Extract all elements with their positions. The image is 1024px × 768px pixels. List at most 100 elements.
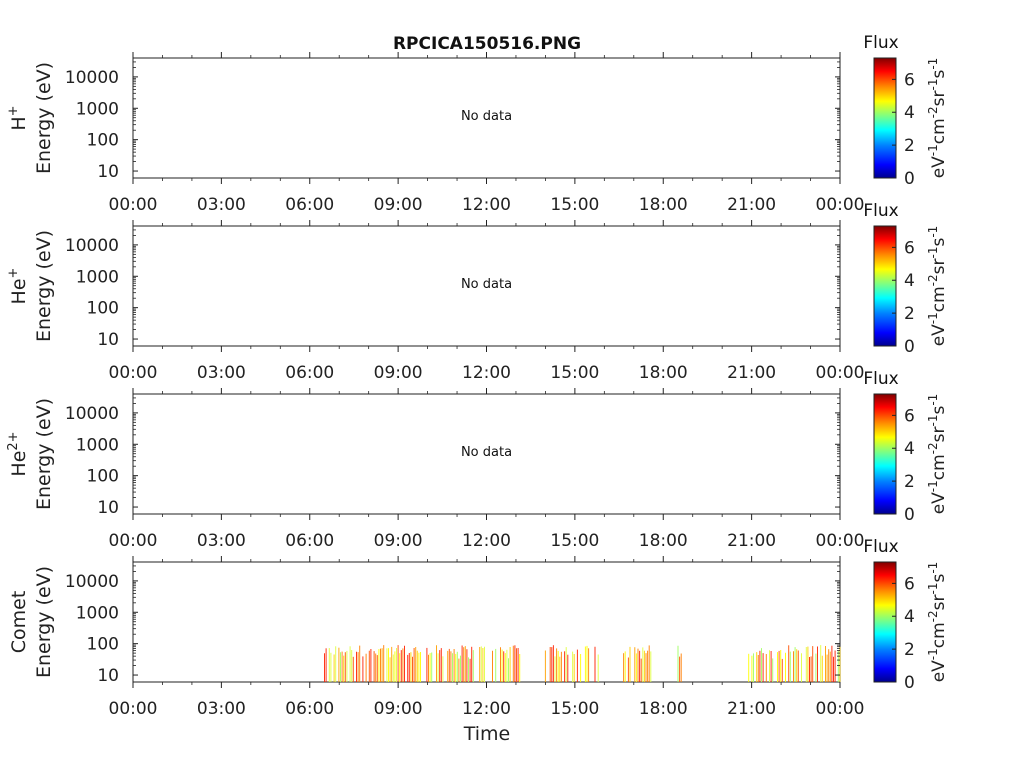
x-tick-label: 18:00: [639, 699, 688, 719]
y-tick-label: 100: [87, 131, 119, 151]
x-tick-label: 18:00: [639, 531, 688, 551]
energy-axis-label: Energy (eV): [33, 62, 55, 174]
y-tick-label: 10000: [65, 236, 119, 256]
colorbar-tick-label: 0: [904, 673, 915, 693]
x-tick-label: 15:00: [550, 531, 599, 551]
x-tick-label: 15:00: [550, 699, 599, 719]
no-data-label: No data: [461, 445, 512, 460]
x-axis-label: Time: [463, 723, 511, 745]
x-tick-label: 00:00: [816, 363, 865, 383]
x-tick-label: 12:00: [462, 363, 511, 383]
colorbar-unit: eV-1​cm-2​sr-1​s-1​: [926, 58, 949, 179]
species-label: He+: [6, 268, 30, 305]
y-tick-label: 10: [97, 162, 119, 182]
colorbar-unit: eV-1​cm-2​sr-1​s-1​: [926, 562, 949, 683]
y-tick-label: 1000: [76, 267, 119, 287]
x-tick-label: 15:00: [550, 363, 599, 383]
x-tick-label: 21:00: [727, 531, 776, 551]
x-tick-label: 06:00: [285, 531, 334, 551]
colorbar-title: Flux: [863, 537, 898, 557]
colorbar-tick-label: 0: [904, 169, 915, 189]
plot-area: [132, 393, 841, 515]
x-tick-label: 00:00: [816, 699, 865, 719]
x-tick-label: 21:00: [727, 363, 776, 383]
colorbar-gradient: [873, 57, 897, 179]
y-tick-label: 100: [87, 299, 119, 319]
x-tick-label: 00:00: [816, 195, 865, 215]
colorbar: 0 2 4 6 Flux eV-1​cm-2​sr-1​s-1​: [863, 201, 949, 357]
x-tick-label: 21:00: [727, 699, 776, 719]
colorbar-title: Flux: [863, 33, 898, 53]
y-tick-label: 10000: [65, 404, 119, 424]
colorbar-tick-label: 6: [904, 574, 915, 594]
colorbar: 0 2 4 6 Flux eV-1​cm-2​sr-1​s-1​: [863, 33, 949, 189]
energy-axis-label: Energy (eV): [33, 566, 55, 678]
colorbar-unit: eV-1​cm-2​sr-1​s-1​: [926, 394, 949, 515]
figure-title: RPCICA150516.PNG: [393, 34, 581, 54]
colorbar-tick-label: 6: [904, 238, 915, 258]
x-tick-label: 03:00: [197, 531, 246, 551]
colorbar-tick-label: 4: [904, 439, 915, 459]
x-tick-label: 09:00: [374, 363, 423, 383]
colorbar-gradient: [873, 393, 897, 515]
x-tick-label: 12:00: [462, 699, 511, 719]
y-tick-label: 10000: [65, 68, 119, 88]
colorbar-tick-label: 4: [904, 271, 915, 291]
no-data-label: No data: [461, 277, 512, 292]
colorbar-tick-label: 6: [904, 406, 915, 426]
colorbar-tick-label: 2: [904, 304, 915, 324]
x-tick-label: 06:00: [285, 363, 334, 383]
x-tick-label: 18:00: [639, 363, 688, 383]
x-tick-label: 03:00: [197, 195, 246, 215]
x-tick-label: 09:00: [374, 699, 423, 719]
x-tick-label: 00:00: [109, 195, 158, 215]
x-tick-label: 03:00: [197, 699, 246, 719]
x-tick-label: 09:00: [374, 531, 423, 551]
panel-2: No data 10 100 1000 10000 00:00 03:00 06:00 09:0…: [6, 201, 949, 383]
colorbar-tick-label: 2: [904, 136, 915, 156]
plot-area: [132, 57, 841, 179]
x-tick-label: 06:00: [285, 699, 334, 719]
colorbar-unit: eV-1​cm-2​sr-1​s-1​: [926, 226, 949, 347]
spectrogram-data: [324, 645, 841, 682]
colorbar-title: Flux: [863, 201, 898, 221]
x-tick-label: 06:00: [285, 195, 334, 215]
energy-axis-label: Energy (eV): [33, 230, 55, 342]
x-tick-label: 12:00: [462, 531, 511, 551]
colorbar-tick-label: 4: [904, 103, 915, 123]
y-tick-label: 100: [87, 635, 119, 655]
x-tick-label: 21:00: [727, 195, 776, 215]
colorbar-tick-label: 0: [904, 337, 915, 357]
x-tick-label: 09:00: [374, 195, 423, 215]
colorbar-gradient: [873, 225, 897, 347]
y-tick-label: 10: [97, 666, 119, 686]
species-label: He2+: [6, 431, 30, 476]
colorbar: 0 2 4 6 Flux eV-1​cm-2​sr-1​s-1​: [863, 369, 949, 525]
x-tick-label: 00:00: [109, 531, 158, 551]
y-tick-label: 10000: [65, 572, 119, 592]
colorbar-tick-label: 0: [904, 505, 915, 525]
colorbar-tick-label: 6: [904, 70, 915, 90]
colorbar-tick-label: 2: [904, 472, 915, 492]
y-tick-label: 1000: [76, 99, 119, 119]
x-tick-label: 18:00: [639, 195, 688, 215]
x-tick-label: 03:00: [197, 363, 246, 383]
colorbar-gradient: [873, 561, 897, 683]
y-tick-label: 10: [97, 330, 119, 350]
y-tick-label: 1000: [76, 603, 119, 623]
y-tick-label: 100: [87, 467, 119, 487]
colorbar-tick-label: 2: [904, 640, 915, 660]
no-data-label: No data: [461, 109, 512, 124]
x-tick-label: 15:00: [550, 195, 599, 215]
panel-4: 10 100 1000 10000 00:00 03:00 06:00 09:00 12:00 1…: [8, 537, 949, 719]
colorbar: 0 2 4 6 Flux eV-1​cm-2​sr-1​s-1​: [863, 537, 949, 693]
x-tick-label: 00:00: [816, 531, 865, 551]
x-tick-label: 00:00: [109, 699, 158, 719]
panel-1: No data 10 100 1000 10000 00:00 03:00 06:00 09:0…: [6, 33, 949, 215]
x-tick-label: 00:00: [109, 363, 158, 383]
y-tick-label: 1000: [76, 435, 119, 455]
panel-3: No data 10 100 1000 10000 00:00 03:00 06:00 09:0…: [6, 369, 949, 551]
colorbar-tick-label: 4: [904, 607, 915, 627]
